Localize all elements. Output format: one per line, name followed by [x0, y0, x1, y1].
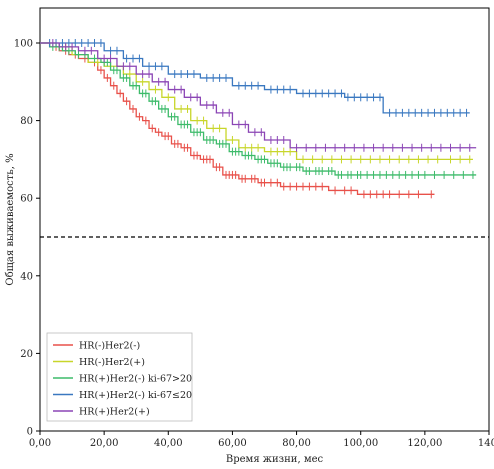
y-tick-label: 60 [20, 194, 33, 205]
legend-box [46, 332, 193, 422]
series-layer [40, 39, 477, 199]
legend: HR(-)Her2(-) HR(-)Her2(+) HR(+)Her2(-) ki-… [46, 332, 193, 422]
x-tick-label: 40,00 [154, 438, 183, 449]
series-line [40, 42, 477, 176]
legend-label: HR(-)Her2(-) [79, 341, 140, 352]
y-tick-label: 20 [20, 349, 33, 360]
series-4 [40, 39, 477, 152]
series-2 [40, 42, 477, 179]
y-tick-label: 40 [20, 271, 33, 282]
x-axis-ticks: 0,00 20,00 40,00 60,00 80,00 100,00 120,00 140, [29, 431, 494, 449]
legend-label: HR(+)Her2(-) ki-67>20 [79, 374, 192, 385]
series-3 [40, 39, 470, 117]
y-tick-label: 80 [20, 116, 33, 127]
x-tick-label: 60,00 [218, 438, 247, 449]
x-tick-label: 80,00 [282, 438, 311, 449]
legend-label: HR(+)Her2(+) [79, 407, 150, 418]
y-axis-title: Общая выживаемость, % [5, 153, 16, 285]
series-line [40, 42, 470, 114]
legend-label: HR(+)Her2(-) ki-67≤20 [79, 390, 192, 401]
legend-label: HR(-)Her2(+) [79, 357, 145, 368]
x-tick-label: 20,00 [90, 438, 119, 449]
x-tick-label: 140, [478, 438, 494, 449]
x-tick-label: 100,00 [343, 438, 378, 449]
x-tick-label: 0,00 [29, 438, 51, 449]
series-line [40, 42, 477, 149]
x-tick-label: 120,00 [407, 438, 442, 449]
y-axis-ticks: 0 20 40 60 80 100 [14, 39, 40, 438]
y-tick-label: 100 [14, 39, 33, 50]
y-tick-label: 0 [27, 427, 33, 438]
x-axis-title: Время жизни, мес [226, 454, 324, 465]
